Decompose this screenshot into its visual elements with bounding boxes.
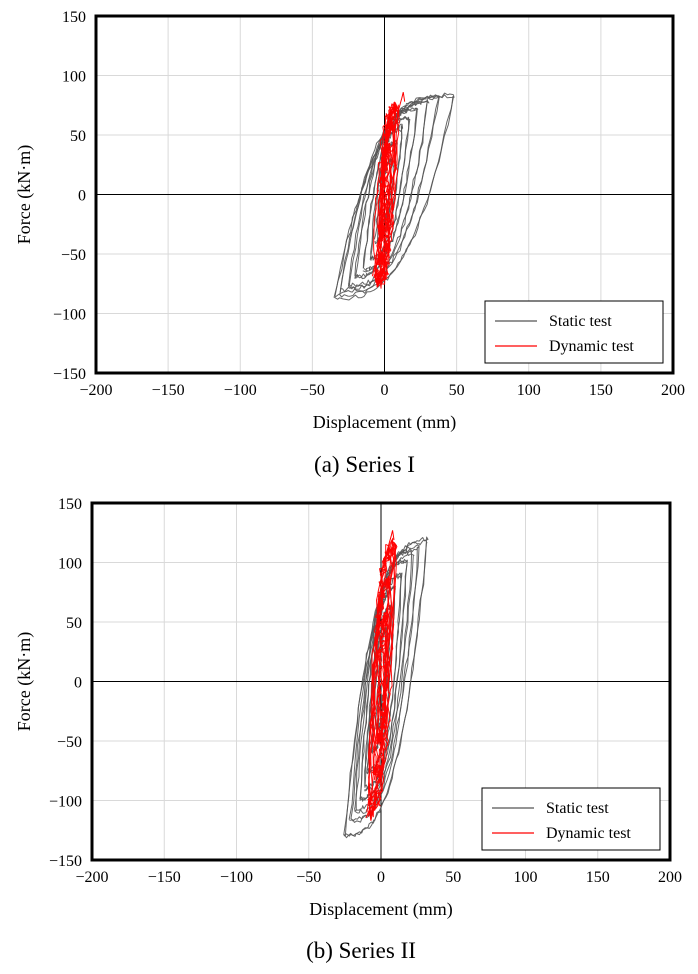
x-tick-label: −100: [220, 869, 253, 886]
static-loop: [333, 92, 455, 301]
y-tick-label: 0: [78, 188, 86, 205]
y-tick-label: −100: [49, 794, 82, 811]
dynamic-loop: [367, 542, 398, 818]
x-tick-label: −200: [75, 869, 108, 886]
x-tick-label: 0: [377, 869, 385, 886]
dynamic-loop: [376, 611, 389, 746]
static-loop: [343, 539, 428, 839]
x-axis-label: Displacement (mm): [309, 899, 452, 920]
legend-box: [484, 300, 664, 364]
legend: Static test Dynamic test: [481, 787, 661, 851]
y-tick-label: −150: [53, 366, 86, 383]
x-tick-label: −150: [148, 869, 181, 886]
plot-frame: [94, 14, 675, 375]
legend-label-static: Static test: [549, 313, 612, 330]
y-axis-label: Force (kN·m): [14, 632, 35, 731]
x-tick-label: 150: [586, 869, 610, 886]
y-tick-label: −50: [61, 247, 86, 264]
chart-caption: (a) Series I: [314, 452, 415, 477]
x-tick-label: 50: [445, 869, 461, 886]
dynamic-loop: [374, 101, 400, 287]
y-tick-label: −100: [53, 307, 86, 324]
y-tick-label: 150: [62, 9, 86, 26]
x-tick-label: −50: [296, 869, 321, 886]
y-axis-label: Force (kN·m): [14, 145, 35, 244]
x-tick-label: 0: [381, 382, 389, 399]
y-tick-label: 50: [70, 128, 86, 145]
legend-label-dynamic: Dynamic test: [546, 825, 631, 842]
y-tick-label: 100: [58, 556, 82, 573]
x-tick-label: −150: [152, 382, 185, 399]
y-tick-label: 50: [66, 615, 82, 632]
x-tick-label: 50: [449, 382, 465, 399]
y-tick-label: 0: [74, 675, 82, 692]
legend-label-static: Static test: [546, 800, 609, 817]
x-tick-label: 150: [589, 382, 613, 399]
series-dynamic: [365, 530, 398, 821]
legend-box: [481, 787, 661, 851]
x-tick-label: −100: [224, 382, 257, 399]
chart-1: −200 −150 −100 −50 0 50 100 150 200−150−100−5005…: [14, 9, 685, 477]
x-tick-label: 100: [517, 382, 541, 399]
y-tick-label: 100: [62, 69, 86, 86]
y-tick-label: −150: [49, 853, 82, 870]
y-tick-label: 150: [58, 496, 82, 513]
dynamic-trough-point: [375, 265, 383, 288]
legend-label-dynamic: Dynamic test: [549, 338, 634, 355]
x-tick-label: 200: [661, 382, 685, 399]
legend: Static test Dynamic test: [484, 300, 664, 364]
dynamic-peak-point: [386, 530, 395, 552]
x-axis-label: Displacement (mm): [313, 412, 456, 433]
x-tick-label: 100: [514, 869, 538, 886]
y-tick-label: −50: [57, 734, 82, 751]
dynamic-trough-point: [368, 799, 376, 821]
dynamic-loop: [378, 102, 400, 289]
x-tick-label: −50: [300, 382, 325, 399]
chart-caption: (b) Series II: [306, 938, 416, 963]
dynamic-loop: [372, 577, 391, 776]
dynamic-peak-point: [397, 92, 406, 114]
chart-2: −200 −150 −100 −50 0 50 100 150 200−150−100−5005…: [14, 496, 682, 963]
x-tick-label: −200: [79, 382, 112, 399]
plot-frame: [90, 501, 672, 862]
x-tick-label: 200: [658, 869, 682, 886]
series-dynamic: [371, 92, 406, 289]
